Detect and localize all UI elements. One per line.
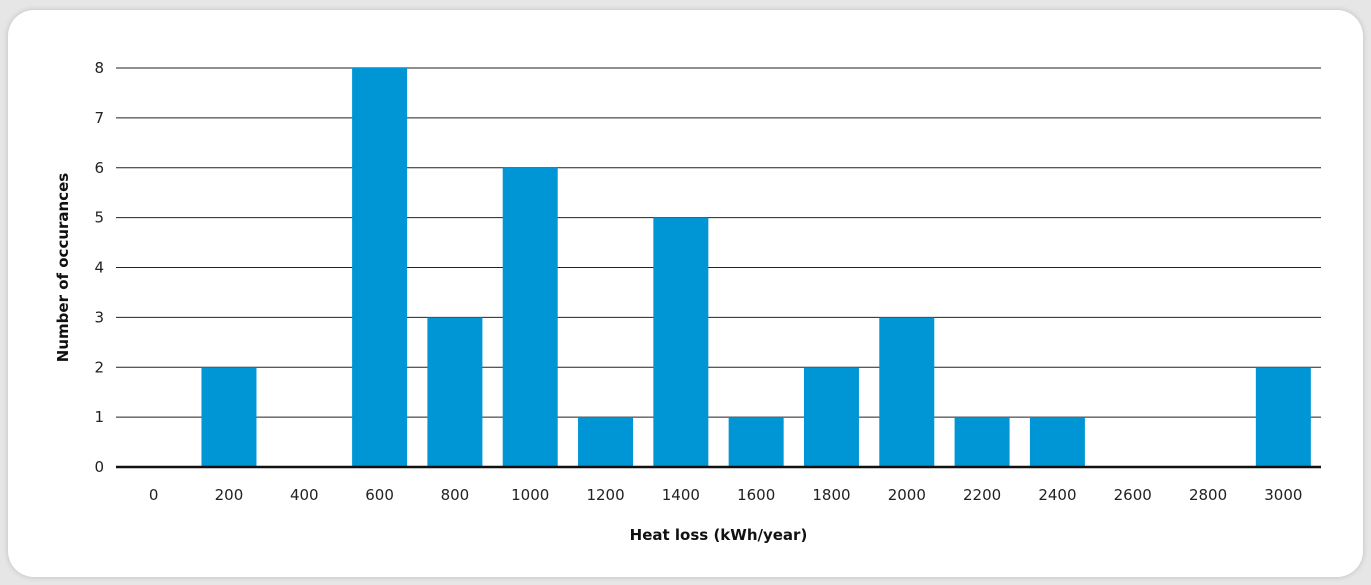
y-axis-title: Number of occurances [54,173,72,362]
y-tick-label: 5 [94,209,104,227]
x-tick-label: 1400 [662,486,700,504]
bar [879,317,935,467]
x-tick-label: 400 [290,486,319,504]
x-tick-label: 2000 [888,486,926,504]
bar [502,167,558,467]
x-axis-title: Heat loss (kWh/year) [630,526,808,544]
y-tick-label: 2 [94,358,104,376]
bars [201,68,1311,467]
x-tick-label: 1800 [812,486,850,504]
bar [653,217,709,467]
y-tick-label: 4 [94,259,104,277]
y-tick-label: 6 [94,159,104,177]
bar [578,417,634,467]
x-tick-label: 600 [365,486,394,504]
x-tick-label: 2800 [1189,486,1227,504]
x-tick-label: 2600 [1114,486,1152,504]
bar [954,417,1010,467]
y-tick-labels: 0 1 2 3 4 5 6 7 8 [94,59,104,476]
y-tick-label: 0 [94,458,104,476]
x-tick-label: 2200 [963,486,1001,504]
x-tick-label: 0 [149,486,159,504]
x-tick-label: 3000 [1264,486,1302,504]
gridlines [116,67,1321,418]
bar [427,317,483,467]
x-tick-label: 2400 [1038,486,1076,504]
bar [1255,367,1311,467]
x-tick-labels: 0 200 400 600 800 1000 1200 1400 1600 1800 2000 220… [149,486,1303,504]
y-tick-label: 1 [94,408,104,426]
y-tick-label: 7 [94,109,104,127]
x-tick-label: 1200 [586,486,624,504]
x-tick-label: 1000 [511,486,549,504]
bar [803,367,859,467]
y-tick-label: 8 [94,59,104,77]
bar [728,417,784,467]
bar [1029,417,1085,467]
x-tick-label: 1600 [737,486,775,504]
bar [352,68,408,467]
x-tick-label: 200 [215,486,244,504]
x-tick-label: 800 [441,486,470,504]
y-tick-label: 3 [94,308,104,326]
bar [201,367,257,467]
